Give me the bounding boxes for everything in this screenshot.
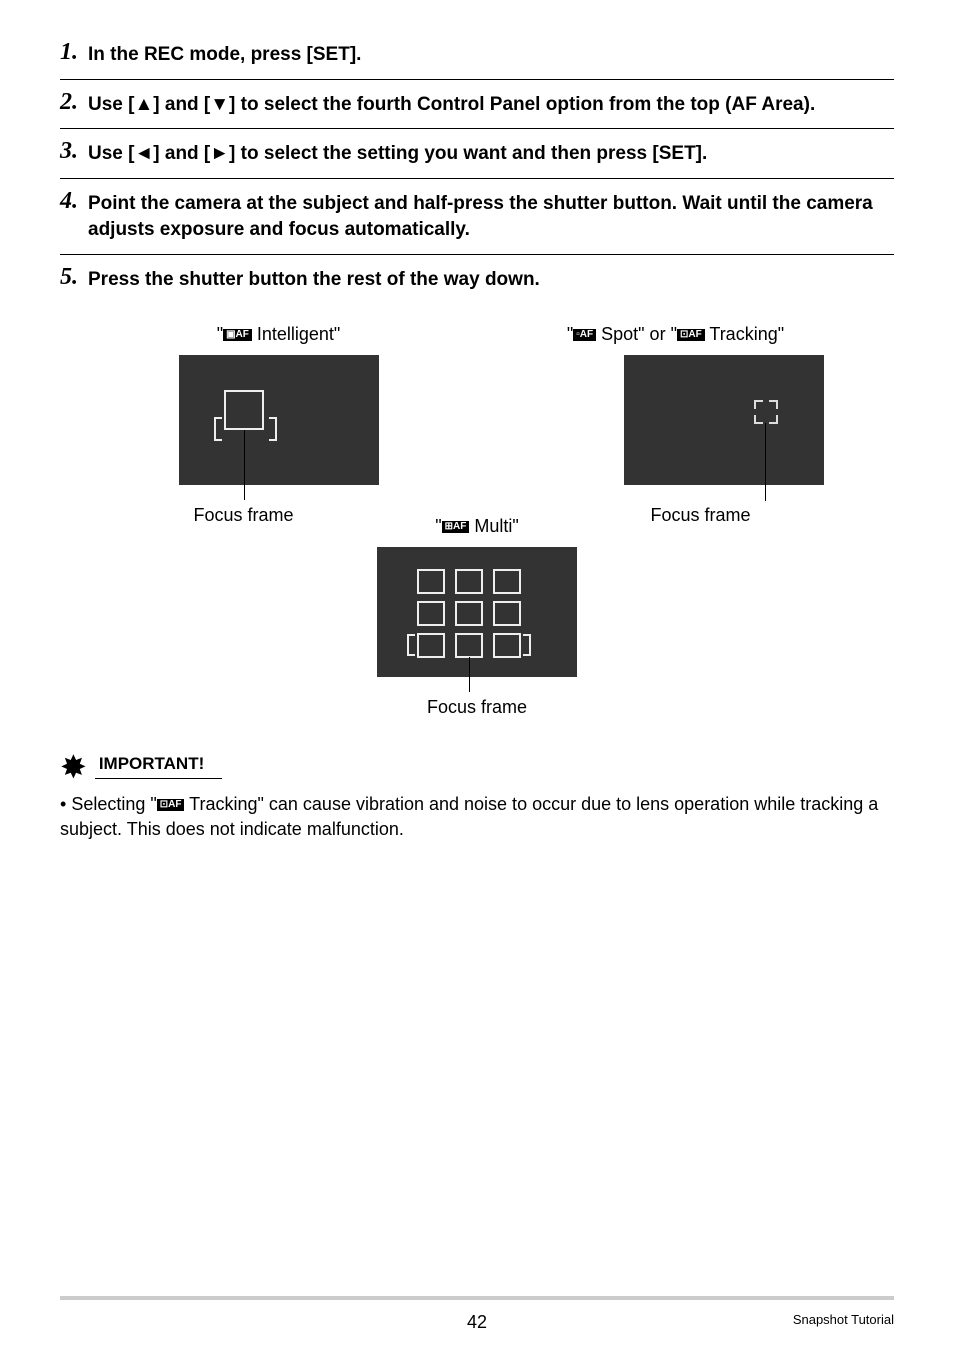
leader-line — [244, 430, 245, 500]
page-footer: 42 Snapshot Tutorial — [60, 1296, 894, 1327]
bullet-text: • — [60, 794, 71, 814]
screen-spot — [624, 355, 824, 485]
af-tracking-icon: ⊡AF — [157, 799, 185, 811]
af-multi-icon: ⊞AF — [442, 521, 470, 533]
focus-frame-icon — [224, 390, 264, 430]
label-text: Tracking" — [705, 324, 784, 344]
screen-multi — [377, 547, 577, 677]
label-text: Multi" — [469, 516, 518, 536]
screen-intelligent — [179, 355, 379, 485]
step-3: 3. Use [◄] and [►] to select the setting… — [60, 129, 894, 179]
intelligent-label: "▣AF Intelligent" — [100, 324, 457, 345]
leader-line — [765, 423, 766, 501]
section-label: Snapshot Tutorial — [793, 1312, 894, 1327]
important-header: ✸ IMPORTANT! — [60, 748, 894, 786]
steps-list: 1. In the REC mode, press [SET]. 2. Use … — [60, 30, 894, 304]
step-number: 2. — [60, 90, 78, 114]
leader-line — [469, 657, 470, 692]
step-number: 5. — [60, 265, 78, 289]
focus-frame-caption: Focus frame — [547, 505, 854, 526]
af-spot-icon: ▫AF — [573, 329, 596, 341]
important-title: IMPORTANT! — [95, 754, 222, 779]
af-intelligent-icon: ▣AF — [223, 329, 252, 341]
page-number: 42 — [467, 1312, 487, 1333]
spot-bracket-icon — [754, 400, 778, 424]
multi-column: "⊞AF Multi" Focus frame — [100, 516, 854, 718]
focus-frame-caption: Focus frame — [100, 697, 854, 718]
step-4: 4. Point the camera at the subject and h… — [60, 179, 894, 255]
step-number: 3. — [60, 139, 78, 163]
bracket-icon — [269, 417, 277, 441]
important-text: • Selecting "⊡AF Tracking" can cause vib… — [60, 792, 894, 842]
step-text: Point the camera at the subject and half… — [88, 189, 894, 244]
af-tracking-icon: ⊡AF — [677, 329, 705, 341]
diagram-row-top: "▣AF Intelligent" Focus frame "▫AF Spot"… — [100, 324, 854, 526]
step-text: Use [◄] and [►] to select the setting yo… — [88, 139, 894, 168]
step-5: 5. Press the shutter button the rest of … — [60, 255, 894, 304]
intelligent-column: "▣AF Intelligent" Focus frame — [100, 324, 457, 526]
step-number: 4. — [60, 189, 78, 213]
step-2: 2. Use [▲] and [▼] to select the fourth … — [60, 80, 894, 130]
step-text: In the REC mode, press [SET]. — [88, 40, 894, 69]
step-number: 1. — [60, 40, 78, 64]
diagram-area: "▣AF Intelligent" Focus frame "▫AF Spot"… — [60, 324, 894, 718]
step-text: Use [▲] and [▼] to select the fourth Con… — [88, 90, 894, 119]
spot-tracking-column: "▫AF Spot" or "⊡AF Tracking" Focus frame — [497, 324, 854, 526]
important-icon: ✸ — [60, 748, 87, 786]
important-box: ✸ IMPORTANT! • Selecting "⊡AF Tracking" … — [60, 748, 894, 842]
spot-tracking-label: "▫AF Spot" or "⊡AF Tracking" — [497, 324, 854, 345]
step-1: 1. In the REC mode, press [SET]. — [60, 30, 894, 80]
bracket-icon — [214, 417, 222, 441]
label-text: Intelligent" — [252, 324, 340, 344]
label-text: Spot" or " — [596, 324, 677, 344]
important-text-part: Selecting " — [71, 794, 156, 814]
focus-frame-caption: Focus frame — [30, 505, 457, 526]
step-text: Press the shutter button the rest of the… — [88, 265, 894, 294]
